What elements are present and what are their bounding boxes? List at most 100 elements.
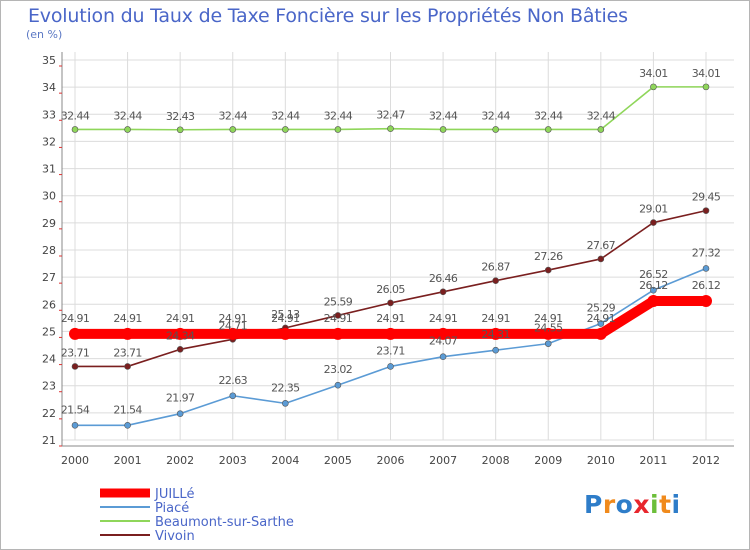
data-point (597, 255, 605, 263)
data-point (492, 346, 499, 354)
data-label: 24.91 (61, 312, 90, 325)
data-point (544, 266, 552, 274)
data-label: 27.67 (587, 239, 616, 252)
x-tick-label: 2005 (324, 454, 352, 467)
legend-item[interactable]: JUILLé (100, 487, 194, 502)
legend-item[interactable]: Vivoin (100, 529, 195, 544)
data-label: 24.91 (376, 312, 405, 325)
data-label: 26.87 (481, 261, 510, 274)
data-label: 24.91 (271, 312, 300, 325)
y-tick-label: 29 (42, 217, 56, 230)
data-label: 26.12 (639, 279, 668, 292)
axes: 21 22 23 24 25 26 27 28 29 30 31 32 33 34 35 2000 2001 20… (42, 52, 734, 467)
y-tick-label: 30 (42, 190, 56, 203)
data-label: 22.35 (271, 381, 300, 394)
legend-label: JUILLé (154, 487, 194, 502)
data-label: 32.44 (271, 109, 300, 122)
y-tick-label: 25 (42, 325, 56, 338)
x-tick-label: 2012 (692, 454, 720, 467)
data-point (334, 126, 342, 133)
data-point (650, 219, 657, 226)
data-point (650, 286, 657, 294)
data-label: 21.54 (113, 403, 142, 416)
data-label: 26.05 (376, 283, 405, 296)
y-tick-label: 33 (42, 108, 56, 121)
x-tick-label: 2007 (429, 454, 457, 467)
legend-item[interactable]: Beaumont-sur-Sarthe (100, 515, 294, 530)
data-point (282, 400, 289, 407)
data-point (489, 327, 502, 340)
data-point (174, 327, 187, 340)
data-point (176, 410, 184, 417)
data-point (647, 295, 660, 308)
data-point (331, 327, 344, 340)
data-label: 24.91 (113, 312, 142, 325)
x-tick-label: 2003 (219, 454, 247, 467)
x-tick-label: 2008 (482, 454, 510, 467)
data-label: 25.59 (324, 295, 353, 308)
data-point (226, 327, 239, 340)
data-point (594, 327, 607, 340)
data-label: 32.43 (166, 110, 195, 123)
data-label: 24.91 (429, 312, 458, 325)
y-tick-label: 34 (42, 81, 56, 94)
data-point (492, 277, 499, 284)
data-label: 27.26 (534, 250, 563, 263)
data-label: 23.02 (324, 363, 353, 376)
data-point (229, 392, 237, 400)
data-label: 24.91 (587, 312, 616, 325)
data-point (124, 126, 131, 133)
data-label: 22.63 (219, 374, 248, 387)
data-label: 32.44 (61, 109, 90, 122)
legend-label: Vivoin (155, 529, 195, 544)
data-label: 26.52 (639, 268, 668, 281)
y-tick-label: 27 (42, 271, 56, 284)
x-tick-label: 2011 (639, 454, 667, 467)
data-point (124, 363, 131, 370)
data-point (387, 299, 394, 307)
x-tick-label: 2009 (534, 454, 562, 467)
unit-label: (en %) (26, 28, 63, 41)
y-tick-label: 31 (42, 163, 56, 176)
data-label: 34.01 (639, 67, 668, 80)
data-point (439, 288, 447, 296)
data-label: 32.44 (429, 109, 458, 122)
y-tick-label: 28 (42, 244, 56, 257)
x-tick-label: 2000 (61, 454, 89, 467)
y-tick-label: 26 (42, 298, 56, 311)
data-point (597, 126, 605, 133)
data-label: 29.45 (692, 191, 721, 204)
data-point (542, 327, 555, 340)
data-point (69, 327, 81, 340)
data-point (384, 327, 397, 340)
data-label: 21.54 (61, 403, 90, 416)
data-label: 24.31 (481, 328, 510, 341)
data-point (439, 126, 447, 133)
data-label: 24.91 (219, 312, 248, 325)
data-label: 21.97 (166, 392, 195, 405)
data-label: 32.44 (587, 109, 616, 122)
data-label: 24.91 (166, 312, 195, 325)
data-label: 24.34 (166, 329, 195, 342)
data-label: 32.44 (534, 109, 563, 122)
legend-label: Beaumont-sur-Sarthe (155, 515, 294, 530)
y-tick-label: 24 (42, 353, 56, 366)
data-label: 24.91 (534, 312, 563, 325)
data-point (334, 381, 342, 389)
data-point (700, 295, 712, 308)
x-tick-label: 2004 (271, 454, 299, 467)
data-point (702, 265, 710, 272)
data-label: 24.07 (429, 335, 458, 348)
data-label: 23.71 (376, 344, 405, 357)
data-point (282, 126, 289, 133)
data-point (71, 126, 79, 133)
grid (62, 52, 734, 441)
data-point (437, 327, 450, 340)
y-tick-label: 35 (42, 54, 56, 67)
data-point (229, 126, 237, 133)
y-tick-label: 22 (42, 407, 56, 420)
data-point (387, 125, 394, 132)
legend-item[interactable]: Piacé (100, 501, 189, 516)
